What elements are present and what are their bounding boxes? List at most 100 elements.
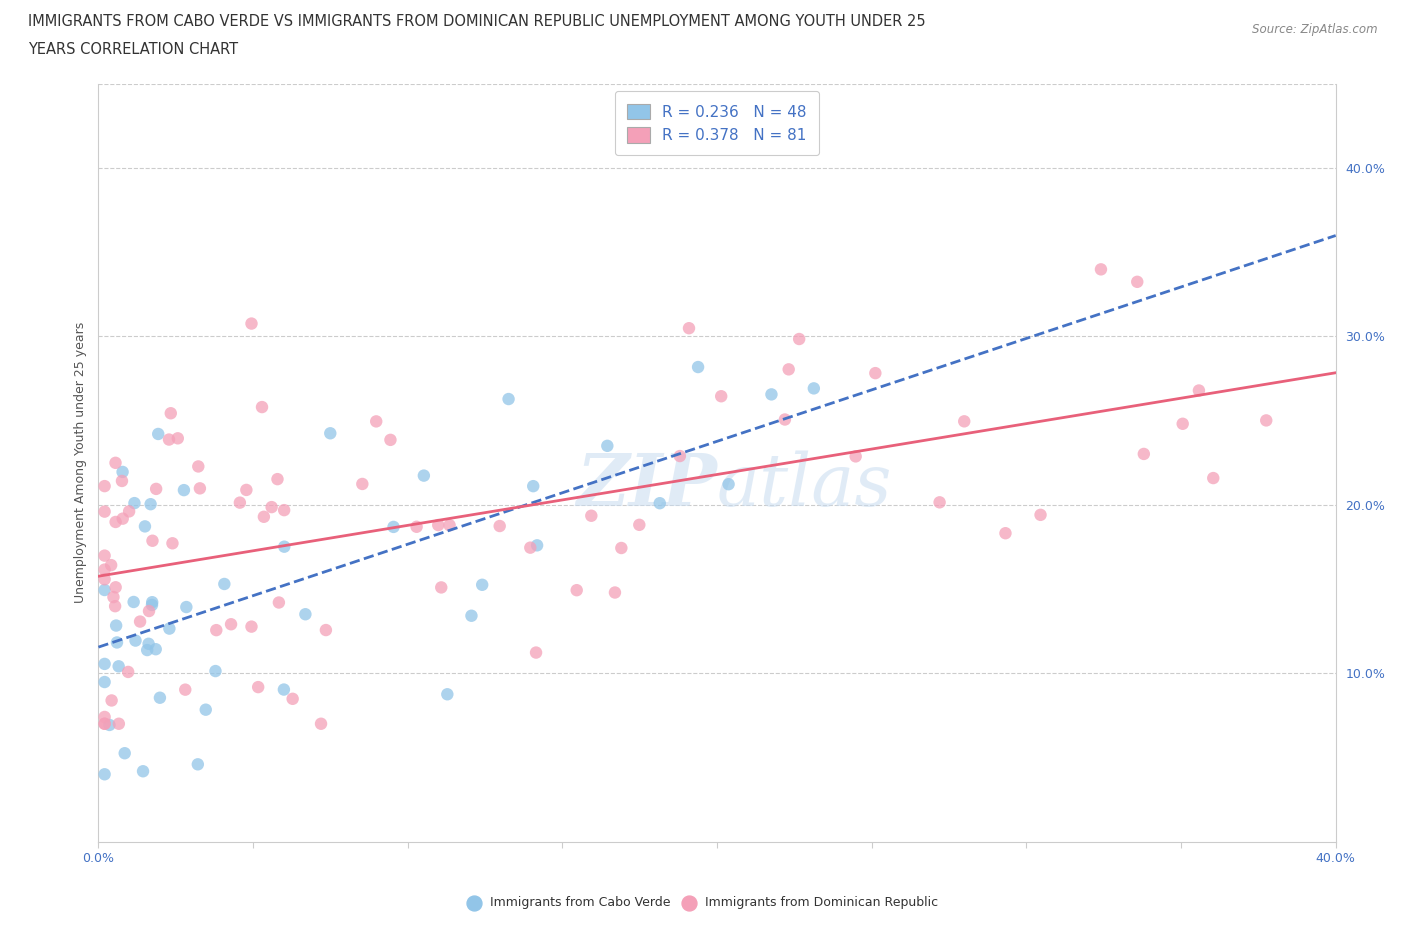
Point [498,392,520,406]
Point [581,509,603,524]
Point [104,514,127,529]
Point [162,536,184,551]
Point [149,690,172,705]
Point [439,518,461,533]
Point [219,617,242,631]
Point [194,702,217,717]
Point [628,517,651,532]
Point [148,427,170,442]
Point [187,459,209,474]
Point [522,479,544,494]
Y-axis label: Unemployment Among Youth under 25 years: Unemployment Among Youth under 25 years [75,322,87,604]
Point [412,468,434,483]
Point [266,472,288,486]
Point [688,360,710,375]
Point [93,572,115,587]
Point [205,623,228,638]
Point [315,622,337,637]
Point [141,595,163,610]
Point [773,412,796,427]
Point [93,657,115,671]
Point [787,332,810,347]
Point [405,519,427,534]
Point [382,520,405,535]
Point [145,482,167,497]
Point [159,405,181,420]
Point [129,614,152,629]
Point [267,595,290,610]
Point [132,764,155,778]
Point [157,432,180,447]
Point [134,519,156,534]
Point [710,389,733,404]
Point [761,387,783,402]
Point [845,449,868,464]
Point [111,473,134,488]
Legend: R = 0.236   N = 48, R = 0.378   N = 81: R = 0.236 N = 48, R = 0.378 N = 81 [614,91,820,155]
Point [1029,508,1052,523]
Point [281,691,304,706]
Point [994,525,1017,540]
Point [717,477,740,492]
Point [352,476,374,491]
Point [141,597,163,612]
Point [93,767,115,782]
Point [188,481,211,496]
Point [1090,262,1112,277]
Point [273,539,295,554]
Text: atlas: atlas [717,450,893,521]
Point [108,716,131,731]
Point [1256,413,1278,428]
Point [953,414,976,429]
Point [122,594,145,609]
Point [778,362,800,377]
Point [93,716,115,731]
Point [157,621,180,636]
Point [93,479,115,494]
Point [93,710,115,724]
Point [105,635,128,650]
Point [229,495,252,510]
Point [273,682,295,697]
Point [104,579,127,594]
Point [260,499,283,514]
Point [93,582,115,597]
Point [93,504,115,519]
Point [273,503,295,518]
Point [596,438,619,453]
Point [111,512,134,526]
Point [235,483,257,498]
Point [1133,446,1156,461]
Point [526,538,548,552]
Point [166,431,188,445]
Point [107,658,129,673]
Point [138,636,160,651]
Point [519,540,541,555]
Point [93,562,115,577]
Point [204,664,226,679]
Point [247,680,270,695]
Point [1188,383,1211,398]
Point [176,600,198,615]
Point [138,604,160,618]
Point [460,608,482,623]
Point [366,414,388,429]
Point [928,495,950,510]
Point [1202,471,1225,485]
Point [488,519,510,534]
Point [114,746,136,761]
Point [124,496,146,511]
Point [98,718,121,733]
Point [105,618,128,633]
Point [319,426,342,441]
Point [524,645,547,660]
Point [240,619,263,634]
Point [100,558,122,573]
Point [380,432,402,447]
Point [139,497,162,512]
Text: Source: ZipAtlas.com: Source: ZipAtlas.com [1253,23,1378,36]
Point [250,400,273,415]
Point [1171,417,1194,432]
Point [111,464,134,479]
Point [118,504,141,519]
